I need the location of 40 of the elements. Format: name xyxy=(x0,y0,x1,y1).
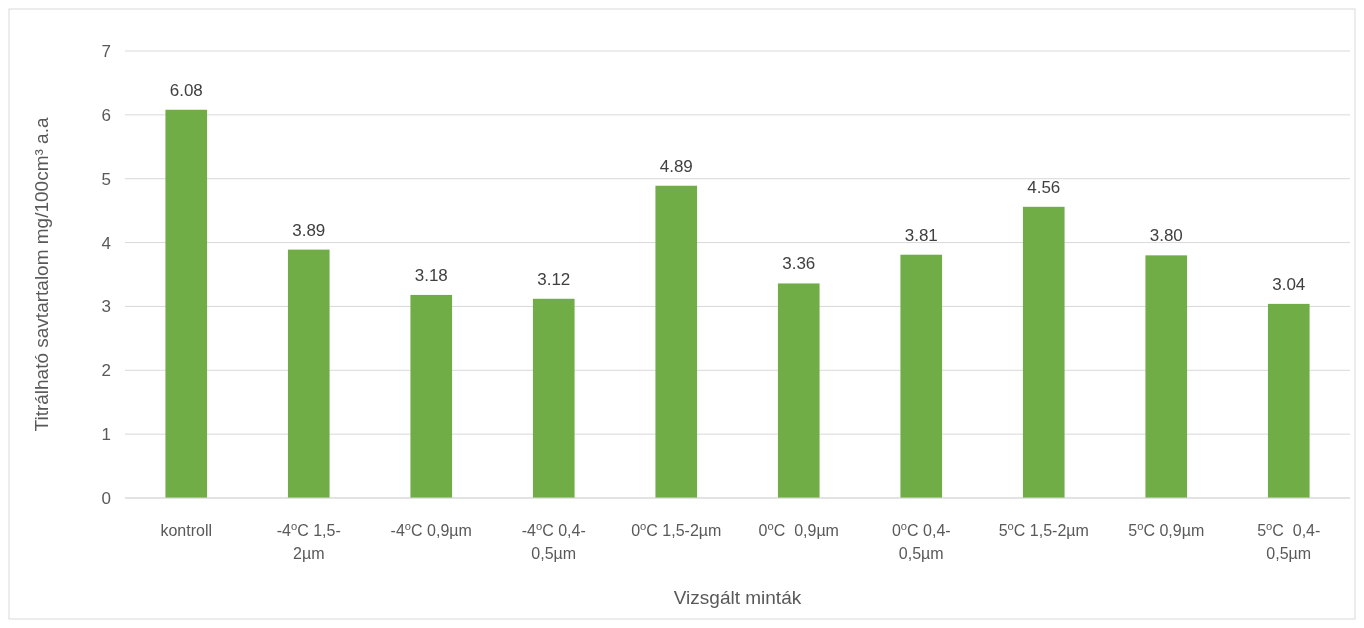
bar xyxy=(410,294,453,498)
y-tick-label: 5 xyxy=(101,169,111,189)
x-tick-label: -4$^{o}$C 0,9µm xyxy=(390,520,472,539)
x-tick-label: 5$^{o}$C 0,9µm xyxy=(1128,520,1205,539)
x-tick-label: 0$^{o}$C 0,4-0,5µm xyxy=(891,520,951,562)
bar xyxy=(777,283,820,498)
bar xyxy=(287,249,330,498)
y-tick-label: 6 xyxy=(101,105,111,125)
y-tick-label: 4 xyxy=(101,233,111,253)
x-tick-label: -4$^{o}$C 0,4-0,5µm xyxy=(521,520,586,562)
data-label: 4.56 xyxy=(1027,177,1061,197)
bar xyxy=(1022,206,1065,498)
y-tick-label: 0 xyxy=(101,489,111,508)
data-label: 3.36 xyxy=(782,254,816,274)
bar xyxy=(1267,303,1310,498)
data-label: 3.04 xyxy=(1272,274,1306,294)
bar xyxy=(532,298,575,498)
data-label: 4.89 xyxy=(659,156,693,176)
data-label: 3.80 xyxy=(1149,226,1183,246)
data-label: 3.12 xyxy=(537,269,571,289)
data-label: 3.81 xyxy=(904,225,938,245)
bar xyxy=(900,254,943,498)
x-axis-title: Vizsgált minták xyxy=(673,587,802,608)
y-tick-label: 7 xyxy=(101,42,111,61)
y-tick-label: 2 xyxy=(101,361,111,381)
data-label: 3.89 xyxy=(292,220,326,240)
bar xyxy=(165,109,208,498)
y-tick-label: 1 xyxy=(101,425,111,445)
x-tick-label: 0$^{o}$C 0,9µm xyxy=(758,520,839,539)
x-tick-label: 5$^{o}$C 0,4-0,5µm xyxy=(1257,520,1321,562)
data-label: 6.08 xyxy=(169,80,203,100)
bar xyxy=(655,185,698,498)
x-tick-label: 0$^{o}$C 1,5-2µm xyxy=(631,520,722,539)
bar xyxy=(1145,255,1188,498)
x-tick-label: -4$^{o}$C 1,5-2µm xyxy=(276,520,341,562)
x-tick-label: 5$^{o}$C 1,5-2µm xyxy=(998,520,1089,539)
y-tick-label: 3 xyxy=(101,297,111,317)
x-tick-label: kontroll xyxy=(160,522,213,539)
data-label: 3.18 xyxy=(414,265,448,285)
y-axis-title: Titrálható savtartalom mg/100cm³ a.a xyxy=(31,117,52,432)
